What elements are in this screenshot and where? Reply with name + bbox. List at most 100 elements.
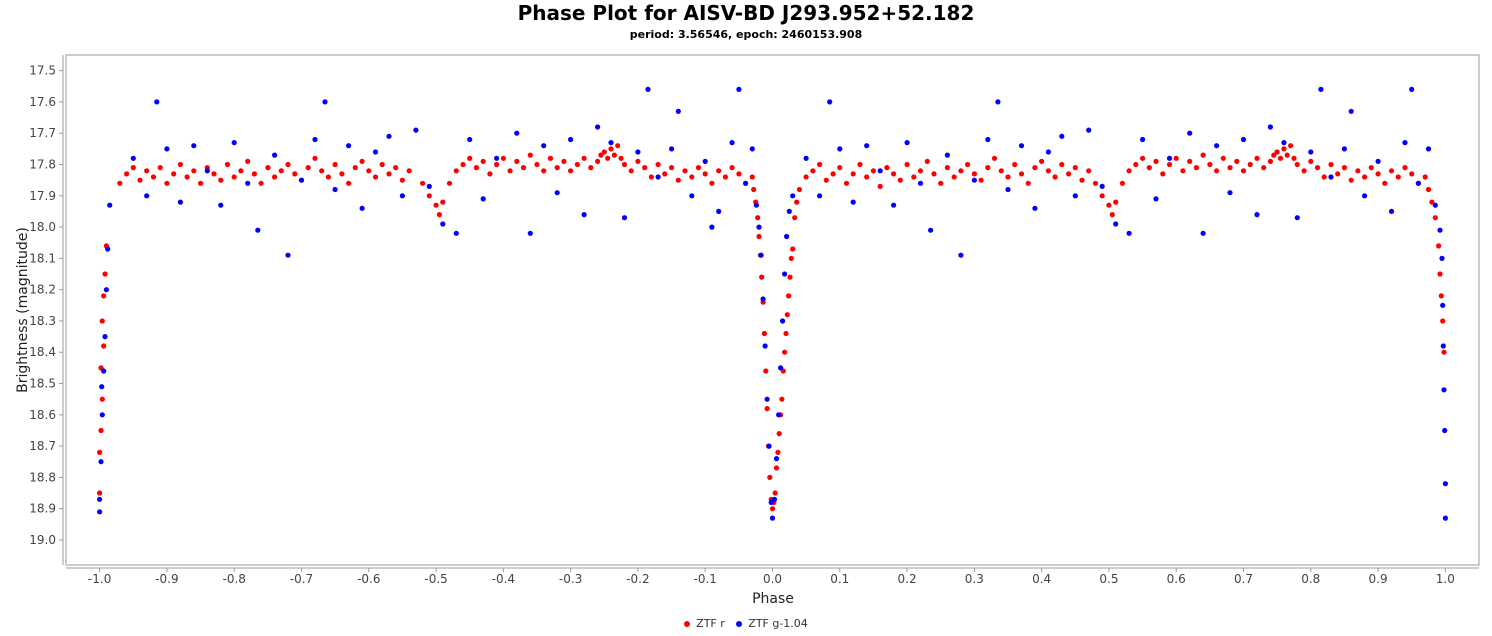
data-point-ztf-g: [729, 140, 735, 146]
data-point-ztf-r: [265, 165, 271, 171]
data-point-ztf-g: [514, 130, 520, 136]
data-point-ztf-g: [782, 271, 788, 277]
data-point-ztf-g: [102, 334, 108, 340]
data-point-ztf-g: [107, 202, 113, 208]
data-point-ztf-g: [453, 230, 459, 236]
data-point-ztf-r: [1092, 180, 1099, 186]
data-point-ztf-r: [278, 168, 284, 174]
data-point-ztf-g: [1362, 193, 1368, 199]
data-point-ztf-g: [1113, 221, 1119, 227]
legend-item-ztf-r: ZTF r: [684, 617, 725, 630]
data-point-ztf-g: [1254, 212, 1260, 218]
data-point-ztf-r: [339, 171, 345, 177]
data-point-ztf-r: [911, 174, 917, 180]
plot-area: [65, 54, 1480, 566]
data-point-ztf-g: [1341, 146, 1347, 152]
data-point-ztf-g: [99, 412, 105, 418]
data-point-ztf-r: [1271, 152, 1277, 158]
chart-subtitle: period: 3.56546, epoch: 2460153.908: [629, 28, 863, 41]
data-point-ztf-r: [150, 174, 157, 180]
data-point-ztf-r: [393, 165, 399, 171]
data-point-ztf-r: [272, 174, 278, 180]
data-point-ztf-r: [224, 161, 231, 168]
data-point-ztf-g: [995, 99, 1001, 105]
data-point-ztf-g: [762, 343, 768, 349]
data-point-ztf-r: [736, 171, 742, 177]
data-point-ztf-g: [103, 287, 109, 293]
legend-marker-blue: [736, 621, 743, 627]
data-point-ztf-g: [769, 515, 776, 521]
x-tick-label: -0.1: [694, 572, 717, 586]
data-point-ztf-g: [98, 459, 104, 465]
data-point-ztf-r: [965, 161, 971, 168]
data-point-ztf-g: [917, 180, 924, 186]
legend: ZTF r ZTF g-1.04: [0, 617, 1492, 630]
data-point-ztf-g: [736, 86, 742, 92]
data-point-ztf-g: [1227, 190, 1233, 196]
data-point-ztf-r: [534, 161, 540, 168]
data-point-ztf-r: [722, 174, 729, 180]
data-point-ztf-g: [1328, 174, 1334, 180]
data-point-ztf-r: [796, 186, 803, 193]
data-point-ztf-r: [480, 158, 486, 164]
x-tick-label: 0.9: [1369, 572, 1388, 586]
data-point-ztf-g: [1200, 230, 1206, 236]
y-tick-label: 18.5: [29, 377, 56, 391]
data-point-ztf-g: [864, 143, 870, 149]
data-point-ztf-r: [608, 146, 614, 152]
data-point-ztf-r: [648, 174, 655, 180]
data-point-ztf-r: [1402, 165, 1408, 171]
data-point-ztf-g: [790, 193, 796, 199]
data-point-ztf-r: [764, 406, 770, 412]
data-point-ztf-r: [1066, 171, 1072, 177]
data-point-ztf-r: [598, 152, 604, 158]
data-point-ztf-g: [1442, 481, 1448, 487]
data-point-ztf-r: [1277, 155, 1284, 161]
data-point-ztf-g: [231, 140, 237, 146]
data-point-ztf-g: [191, 143, 197, 149]
data-point-ztf-r: [1440, 318, 1446, 324]
data-point-ztf-r: [931, 171, 937, 177]
data-point-ztf-r: [991, 155, 998, 161]
data-point-ztf-g: [758, 252, 764, 258]
data-point-ztf-r: [97, 449, 103, 455]
data-point-ztf-g: [689, 193, 695, 199]
data-point-ztf-g: [985, 136, 991, 143]
data-point-ztf-r: [1348, 177, 1354, 183]
data-point-ztf-r: [1032, 165, 1038, 171]
data-point-ztf-g: [332, 186, 338, 193]
data-point-ztf-r: [924, 158, 930, 164]
legend-marker-red: [684, 621, 691, 627]
data-point-ztf-r: [877, 183, 883, 189]
data-point-ztf-g: [1005, 186, 1011, 193]
data-point-ztf-g: [1432, 202, 1438, 208]
data-point-ztf-r: [779, 396, 785, 402]
data-point-ztf-g: [675, 108, 681, 114]
data-point-ztf-r: [788, 255, 794, 261]
data-point-ztf-g: [312, 136, 318, 143]
data-point-ztf-g: [817, 193, 823, 199]
data-point-ztf-r: [794, 199, 800, 205]
data-point-ztf-g: [621, 215, 628, 221]
data-point-ztf-g: [346, 143, 352, 149]
data-point-ztf-r: [319, 168, 325, 174]
data-point-ztf-r: [446, 180, 453, 186]
data-point-ztf-r: [285, 161, 291, 168]
data-point-ztf-g: [1294, 215, 1300, 221]
data-point-ztf-r: [782, 349, 788, 355]
data-point-ztf-r: [1113, 199, 1119, 205]
data-point-ztf-r: [102, 271, 108, 277]
data-point-ztf-g: [359, 205, 365, 211]
data-point-ztf-g: [1402, 140, 1408, 146]
data-point-ztf-g: [467, 136, 473, 143]
data-point-ztf-g: [827, 99, 833, 105]
data-point-ztf-r: [850, 171, 856, 177]
data-point-ztf-g: [494, 155, 500, 161]
data-point-ztf-g: [1440, 343, 1446, 349]
data-point-ztf-g: [1018, 143, 1025, 149]
data-point-ztf-r: [689, 174, 695, 180]
data-point-ztf-r: [258, 180, 264, 186]
data-point-ztf-r: [756, 233, 762, 240]
data-point-ztf-r: [177, 161, 183, 168]
data-point-ztf-g: [760, 296, 766, 302]
